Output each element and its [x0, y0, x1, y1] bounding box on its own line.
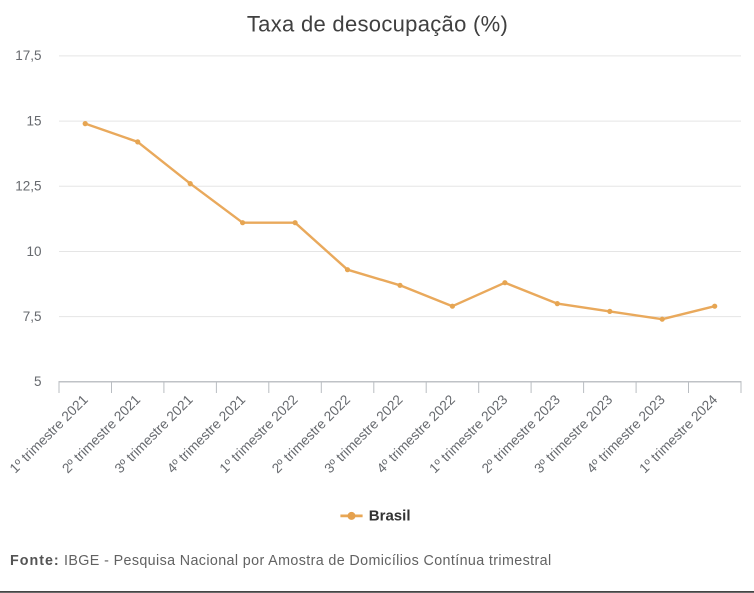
svg-text:10: 10 [26, 244, 41, 259]
svg-text:Taxa de desocupação (%): Taxa de desocupação (%) [247, 12, 508, 37]
svg-text:17,5: 17,5 [15, 48, 41, 63]
svg-text:7,5: 7,5 [23, 309, 42, 324]
svg-text:Brasil: Brasil [369, 508, 411, 525]
svg-text:Fonte: IBGE - Pesquisa Naciona: Fonte: IBGE - Pesquisa Nacional por Amos… [10, 553, 552, 569]
svg-text:15: 15 [26, 113, 41, 128]
svg-text:12,5: 12,5 [15, 179, 41, 194]
svg-text:5: 5 [34, 374, 42, 389]
